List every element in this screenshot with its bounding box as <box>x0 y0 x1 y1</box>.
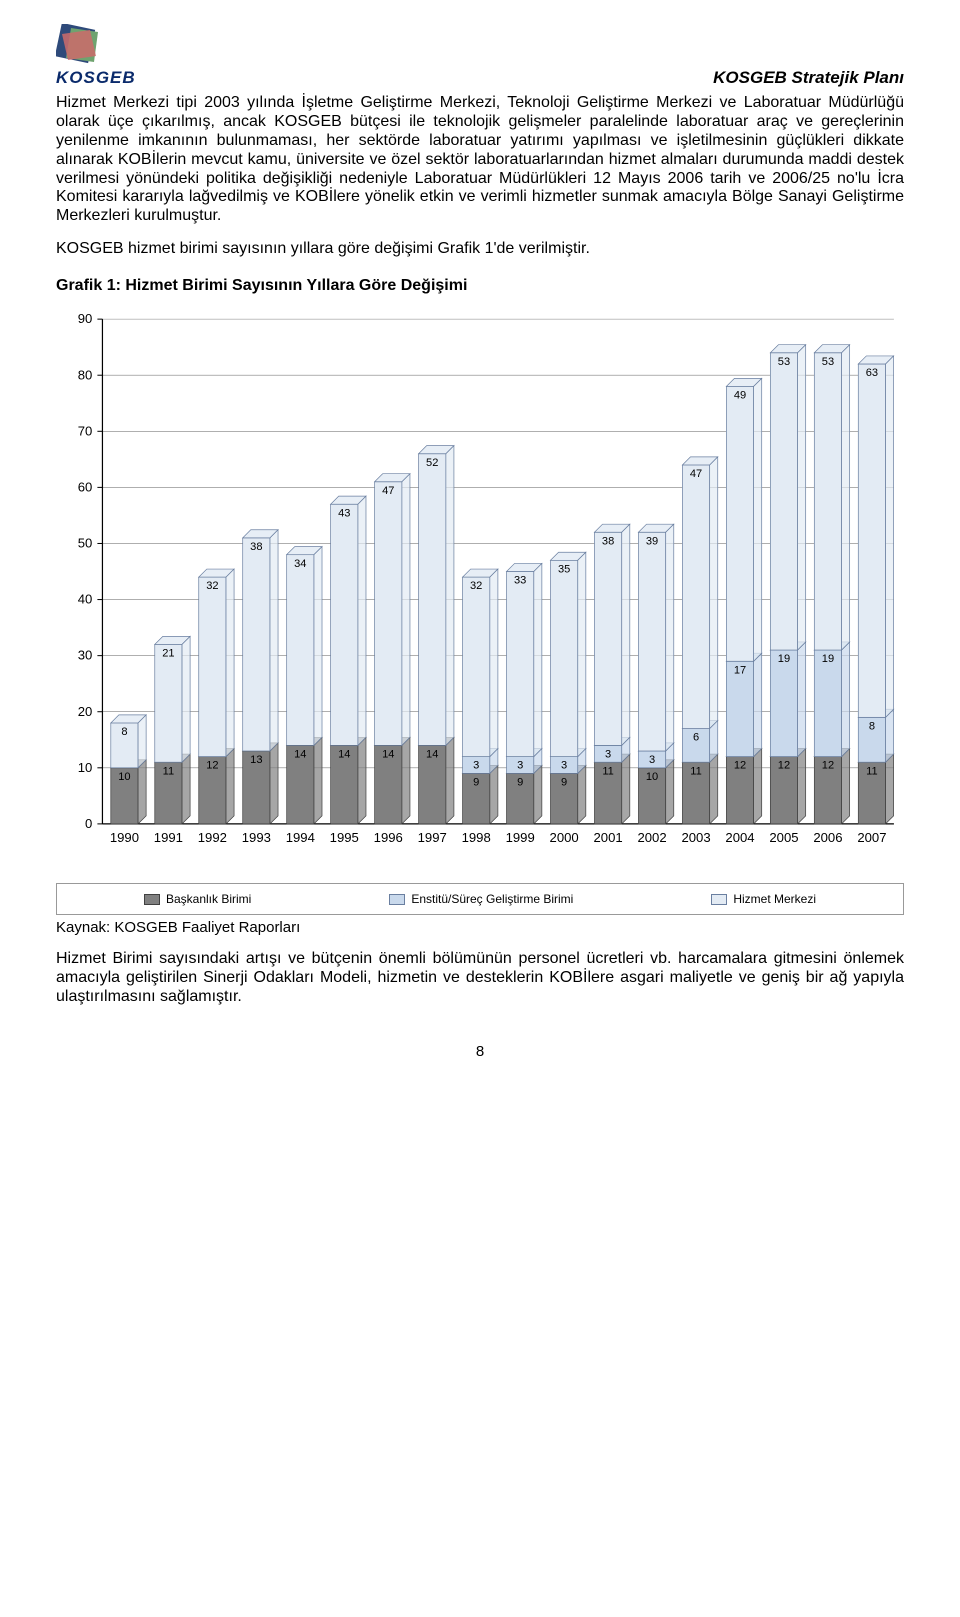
svg-text:8: 8 <box>869 720 875 732</box>
svg-text:40: 40 <box>78 592 93 607</box>
paragraph-3: Hizmet Birimi sayısındaki artışı ve bütç… <box>56 950 904 1007</box>
svg-text:50: 50 <box>78 536 93 551</box>
page-header: KOSGEB KOSGEB Stratejik Planı <box>56 24 904 88</box>
svg-text:10: 10 <box>118 771 130 783</box>
svg-text:43: 43 <box>338 507 350 519</box>
legend-label: Hizmet Merkezi <box>733 892 816 906</box>
legend-swatch <box>711 894 727 905</box>
svg-text:80: 80 <box>78 367 93 382</box>
kosgeb-logo-icon <box>56 24 112 66</box>
svg-text:1999: 1999 <box>506 830 535 845</box>
svg-text:11: 11 <box>163 765 175 777</box>
svg-text:47: 47 <box>690 468 702 480</box>
svg-text:10: 10 <box>646 771 658 783</box>
svg-text:19: 19 <box>778 653 790 665</box>
stacked-bar-chart: 0102030405060708090100819901102119911203… <box>56 305 904 870</box>
svg-text:53: 53 <box>822 356 834 368</box>
svg-text:38: 38 <box>602 535 614 547</box>
svg-text:8: 8 <box>121 726 127 738</box>
chart-source: Kaynak: KOSGEB Faaliyet Raporları <box>56 919 904 936</box>
svg-text:2005: 2005 <box>769 830 798 845</box>
svg-text:1993: 1993 <box>242 830 271 845</box>
svg-text:12: 12 <box>778 760 790 772</box>
svg-text:19: 19 <box>822 653 834 665</box>
svg-text:1992: 1992 <box>198 830 227 845</box>
svg-text:2003: 2003 <box>681 830 710 845</box>
svg-text:12: 12 <box>822 760 834 772</box>
svg-text:12: 12 <box>206 760 218 772</box>
svg-text:2006: 2006 <box>813 830 842 845</box>
svg-text:11: 11 <box>866 765 878 777</box>
svg-text:10: 10 <box>78 760 93 775</box>
svg-text:52: 52 <box>426 457 438 469</box>
legend-item: Hizmet Merkezi <box>711 892 816 906</box>
svg-text:2002: 2002 <box>637 830 666 845</box>
svg-text:9: 9 <box>473 777 479 789</box>
svg-text:2001: 2001 <box>594 830 623 845</box>
svg-text:1990: 1990 <box>110 830 139 845</box>
svg-text:2000: 2000 <box>550 830 579 845</box>
svg-text:1998: 1998 <box>462 830 491 845</box>
svg-text:20: 20 <box>78 704 93 719</box>
svg-text:38: 38 <box>250 541 262 553</box>
svg-text:34: 34 <box>294 558 306 570</box>
legend-swatch <box>144 894 160 905</box>
page-number: 8 <box>56 1043 904 1060</box>
svg-text:0: 0 <box>85 816 92 831</box>
paragraph-2: KOSGEB hizmet birimi sayısının yıllara g… <box>56 240 904 259</box>
svg-text:30: 30 <box>78 648 93 663</box>
svg-text:6: 6 <box>693 732 699 744</box>
svg-text:9: 9 <box>561 777 567 789</box>
svg-text:1996: 1996 <box>374 830 403 845</box>
legend-item: Başkanlık Birimi <box>144 892 251 906</box>
logo: KOSGEB <box>56 24 136 88</box>
svg-text:9: 9 <box>517 777 523 789</box>
svg-text:70: 70 <box>78 423 93 438</box>
legend-label: Enstitü/Süreç Geliştirme Birimi <box>411 892 573 906</box>
svg-text:1995: 1995 <box>330 830 359 845</box>
svg-text:35: 35 <box>558 563 570 575</box>
svg-text:14: 14 <box>338 748 350 760</box>
logo-text: KOSGEB <box>56 68 136 88</box>
svg-text:3: 3 <box>561 760 567 772</box>
svg-text:49: 49 <box>734 390 746 402</box>
chart-heading: Grafik 1: Hizmet Birimi Sayısının Yıllar… <box>56 277 904 295</box>
svg-text:3: 3 <box>649 754 655 766</box>
svg-text:2004: 2004 <box>725 830 754 845</box>
svg-text:60: 60 <box>78 479 93 494</box>
chart-container: 0102030405060708090100819901102119911203… <box>56 305 904 915</box>
svg-text:39: 39 <box>646 535 658 547</box>
svg-text:90: 90 <box>78 311 93 326</box>
legend-swatch <box>389 894 405 905</box>
svg-text:12: 12 <box>734 760 746 772</box>
svg-text:17: 17 <box>734 664 746 676</box>
svg-text:21: 21 <box>162 648 174 660</box>
svg-text:1997: 1997 <box>418 830 447 845</box>
svg-text:3: 3 <box>605 748 611 760</box>
doc-title: KOSGEB Stratejik Planı <box>713 68 904 88</box>
svg-text:3: 3 <box>473 760 479 772</box>
chart-legend: Başkanlık Birimi Enstitü/Süreç Geliştirme… <box>56 883 904 915</box>
svg-text:32: 32 <box>470 580 482 592</box>
svg-text:33: 33 <box>514 575 526 587</box>
legend-item: Enstitü/Süreç Geliştirme Birimi <box>389 892 573 906</box>
svg-text:11: 11 <box>602 765 614 777</box>
svg-text:47: 47 <box>382 485 394 497</box>
svg-text:14: 14 <box>382 748 394 760</box>
svg-text:32: 32 <box>206 580 218 592</box>
svg-text:1994: 1994 <box>286 830 315 845</box>
svg-text:14: 14 <box>294 748 306 760</box>
svg-text:14: 14 <box>426 748 438 760</box>
svg-text:3: 3 <box>517 760 523 772</box>
svg-text:11: 11 <box>690 765 702 777</box>
svg-text:2007: 2007 <box>857 830 886 845</box>
paragraph-1: Hizmet Merkezi tipi 2003 yılında İşletme… <box>56 94 904 226</box>
svg-text:1991: 1991 <box>154 830 183 845</box>
legend-label: Başkanlık Birimi <box>166 892 251 906</box>
svg-text:63: 63 <box>866 367 878 379</box>
svg-text:53: 53 <box>778 356 790 368</box>
svg-text:13: 13 <box>250 754 262 766</box>
